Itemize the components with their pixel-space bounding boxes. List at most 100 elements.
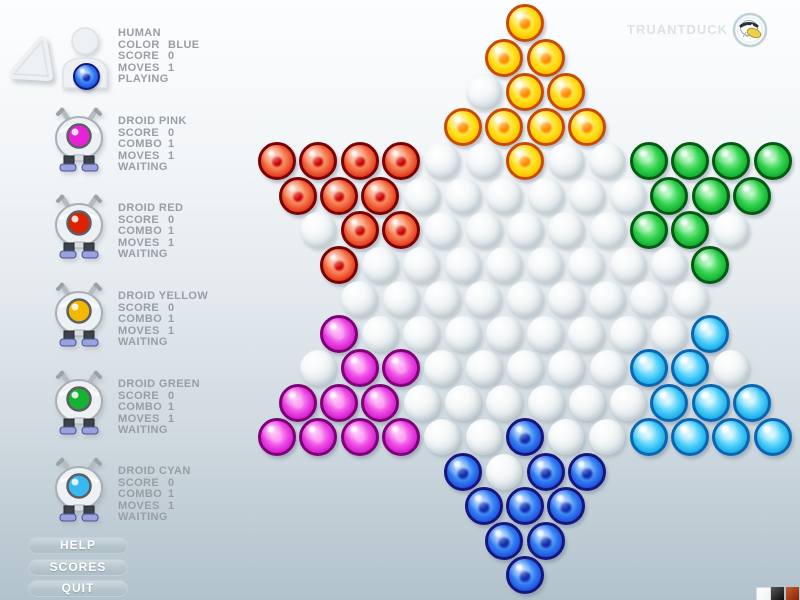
empty-hole[interactable]	[590, 350, 626, 386]
red-marble[interactable]	[341, 211, 379, 249]
red-marble[interactable]	[341, 142, 379, 180]
blue-marble[interactable]	[547, 487, 585, 525]
empty-hole[interactable]	[404, 178, 440, 214]
yellow-marble[interactable]	[547, 73, 585, 111]
empty-hole[interactable]	[403, 316, 439, 352]
quit-button[interactable]: QUIT	[28, 580, 128, 597]
empty-hole[interactable]	[589, 143, 625, 179]
empty-hole[interactable]	[466, 74, 502, 110]
empty-hole[interactable]	[403, 247, 439, 283]
blue-marble[interactable]	[568, 453, 606, 491]
empty-hole[interactable]	[424, 419, 460, 455]
cyan-marble[interactable]	[691, 315, 729, 353]
red-marble[interactable]	[382, 142, 420, 180]
empty-hole[interactable]	[466, 419, 502, 455]
empty-hole[interactable]	[486, 316, 522, 352]
blue-marble[interactable]	[506, 418, 544, 456]
empty-hole[interactable]	[362, 247, 398, 283]
pink-marble[interactable]	[341, 418, 379, 456]
empty-hole[interactable]	[548, 350, 584, 386]
empty-hole[interactable]	[486, 178, 522, 214]
pink-marble[interactable]	[361, 384, 399, 422]
empty-hole[interactable]	[527, 247, 563, 283]
green-marble[interactable]	[712, 142, 750, 180]
empty-hole[interactable]	[445, 385, 481, 421]
blue-marble[interactable]	[506, 556, 544, 594]
yellow-marble[interactable]	[506, 142, 544, 180]
empty-hole[interactable]	[465, 281, 501, 317]
empty-hole[interactable]	[568, 247, 604, 283]
empty-hole[interactable]	[548, 419, 584, 455]
yellow-marble[interactable]	[444, 108, 482, 146]
pink-marble[interactable]	[382, 418, 420, 456]
empty-hole[interactable]	[548, 143, 584, 179]
green-marble[interactable]	[692, 177, 730, 215]
empty-hole[interactable]	[713, 350, 749, 386]
empty-hole[interactable]	[672, 281, 708, 317]
empty-hole[interactable]	[507, 350, 543, 386]
empty-hole[interactable]	[527, 316, 563, 352]
red-marble[interactable]	[258, 142, 296, 180]
empty-hole[interactable]	[383, 281, 419, 317]
empty-hole[interactable]	[569, 178, 605, 214]
red-marble[interactable]	[320, 177, 358, 215]
cyan-marble[interactable]	[692, 384, 730, 422]
cyan-marble[interactable]	[630, 349, 668, 387]
empty-hole[interactable]	[589, 419, 625, 455]
cyan-marble[interactable]	[754, 418, 792, 456]
blue-marble[interactable]	[444, 453, 482, 491]
empty-hole[interactable]	[630, 281, 666, 317]
yellow-marble[interactable]	[527, 39, 565, 77]
empty-hole[interactable]	[569, 385, 605, 421]
empty-hole[interactable]	[362, 316, 398, 352]
pink-marble[interactable]	[320, 384, 358, 422]
empty-hole[interactable]	[507, 281, 543, 317]
empty-hole[interactable]	[300, 212, 336, 248]
empty-hole[interactable]	[424, 350, 460, 386]
yellow-marble[interactable]	[527, 108, 565, 146]
green-marble[interactable]	[754, 142, 792, 180]
empty-hole[interactable]	[568, 316, 604, 352]
red-marble[interactable]	[299, 142, 337, 180]
empty-hole[interactable]	[507, 212, 543, 248]
blue-marble[interactable]	[485, 522, 523, 560]
empty-hole[interactable]	[651, 316, 687, 352]
empty-hole[interactable]	[610, 316, 646, 352]
empty-hole[interactable]	[404, 385, 440, 421]
scores-button[interactable]: SCORES	[28, 559, 128, 576]
empty-hole[interactable]	[424, 143, 460, 179]
empty-hole[interactable]	[548, 212, 584, 248]
empty-hole[interactable]	[548, 281, 584, 317]
help-button[interactable]: HELP	[28, 537, 128, 554]
green-marble[interactable]	[671, 211, 709, 249]
blue-marble[interactable]	[465, 487, 503, 525]
cyan-marble[interactable]	[671, 349, 709, 387]
cyan-marble[interactable]	[733, 384, 771, 422]
pink-marble[interactable]	[258, 418, 296, 456]
empty-hole[interactable]	[610, 178, 646, 214]
empty-hole[interactable]	[589, 281, 625, 317]
empty-hole[interactable]	[610, 385, 646, 421]
empty-hole[interactable]	[445, 247, 481, 283]
empty-hole[interactable]	[651, 247, 687, 283]
empty-hole[interactable]	[424, 212, 460, 248]
red-marble[interactable]	[320, 246, 358, 284]
red-marble[interactable]	[382, 211, 420, 249]
pink-marble[interactable]	[299, 418, 337, 456]
empty-hole[interactable]	[445, 178, 481, 214]
yellow-marble[interactable]	[506, 4, 544, 42]
empty-hole[interactable]	[486, 385, 522, 421]
red-marble[interactable]	[361, 177, 399, 215]
yellow-marble[interactable]	[506, 73, 544, 111]
empty-hole[interactable]	[713, 212, 749, 248]
green-marble[interactable]	[691, 246, 729, 284]
pink-marble[interactable]	[382, 349, 420, 387]
green-marble[interactable]	[630, 142, 668, 180]
empty-hole[interactable]	[424, 281, 460, 317]
pink-marble[interactable]	[341, 349, 379, 387]
cyan-marble[interactable]	[712, 418, 750, 456]
empty-hole[interactable]	[528, 178, 564, 214]
yellow-marble[interactable]	[485, 39, 523, 77]
green-marble[interactable]	[733, 177, 771, 215]
cyan-marble[interactable]	[671, 418, 709, 456]
